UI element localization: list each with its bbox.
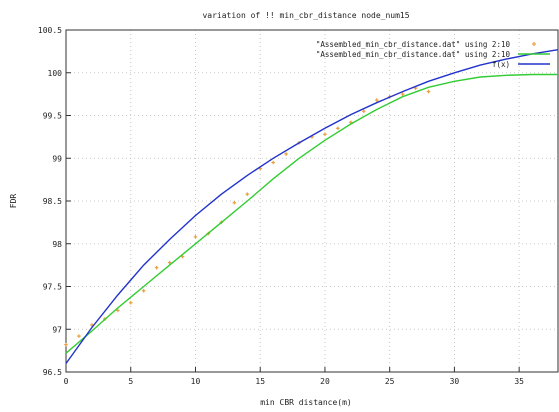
x-tick-label: 0 <box>64 377 69 386</box>
y-tick-label: 100.5 <box>38 26 62 35</box>
y-tick-label: 99.5 <box>43 112 62 121</box>
series-line-2 <box>65 49 559 364</box>
x-tick-label: 15 <box>255 377 265 386</box>
legend-item: "Assembled_min_cbr_distance.dat" using 2… <box>316 40 536 49</box>
series-line-1 <box>65 73 558 354</box>
data-point <box>400 92 405 96</box>
data-point <box>426 89 431 94</box>
y-axis-ticks: 96.5 97 97.5 98 98.5 99 99.5 100 100.5 <box>38 26 71 377</box>
chart-title: variation of !! min_cbr_distance node_nu… <box>202 11 409 20</box>
data-point <box>374 98 379 102</box>
legend-label: "Assembled_min_cbr_distance.dat" using 2… <box>316 50 511 59</box>
y-tick-label: 100 <box>48 69 63 78</box>
data-point <box>336 126 340 131</box>
y-axis-label: FDR <box>9 194 18 209</box>
x-tick-label: 5 <box>128 377 133 386</box>
x-tick-label: 35 <box>514 377 524 386</box>
data-point <box>154 265 159 270</box>
legend-label: f(x) <box>492 60 510 69</box>
data-point <box>245 192 250 196</box>
data-point <box>284 152 288 156</box>
y-tick-label: 97 <box>52 325 62 334</box>
y-tick-label: 99 <box>52 154 62 163</box>
y-tick-label: 98 <box>52 240 62 249</box>
x-tick-label: 25 <box>385 377 395 386</box>
x-tick-label: 10 <box>191 377 201 386</box>
legend: "Assembled_min_cbr_distance.dat" using 2… <box>316 40 550 69</box>
data-point <box>271 160 275 165</box>
data-point <box>64 342 68 347</box>
grid <box>66 30 558 372</box>
legend-item: f(x) <box>492 60 550 69</box>
y-tick-label: 98.5 <box>43 197 62 206</box>
y-tick-label: 96.5 <box>43 368 62 377</box>
data-point <box>115 308 120 313</box>
x-axis-ticks: 0 5 10 15 20 25 30 35 <box>64 367 524 386</box>
data-point <box>141 288 146 293</box>
x-tick-label: 20 <box>320 377 330 386</box>
data-point <box>77 334 81 338</box>
data-point <box>361 109 366 114</box>
data-point <box>193 235 198 239</box>
y-tick-label: 97.5 <box>43 283 62 292</box>
data-point <box>167 260 172 265</box>
legend-item: "Assembled_min_cbr_distance.dat" using 2… <box>316 50 550 59</box>
data-point <box>128 300 133 305</box>
series-layer <box>64 49 559 364</box>
data-point <box>323 132 327 137</box>
x-axis-label: min CBR distance(m) <box>260 398 352 407</box>
x-tick-label: 30 <box>450 377 460 386</box>
data-point <box>232 200 237 205</box>
legend-label: "Assembled_min_cbr_distance.dat" using 2… <box>316 40 511 49</box>
